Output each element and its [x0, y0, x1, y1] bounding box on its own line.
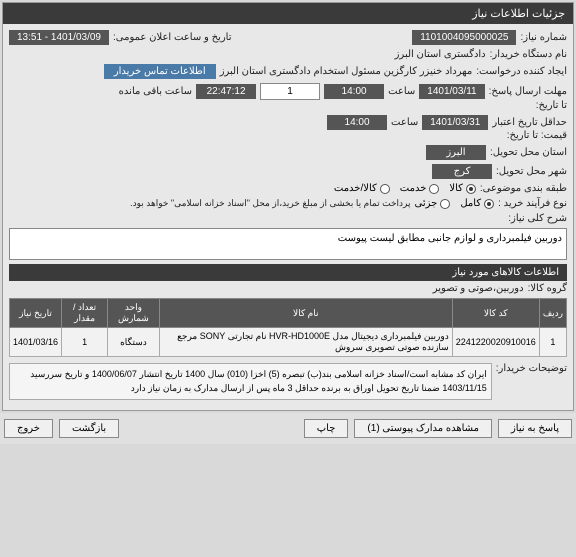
radio-service[interactable]: خدمت [400, 183, 440, 194]
price-valid-label2: قیمت: تا تاریخ: [507, 130, 567, 141]
panel-title: جزئیات اطلاعات نیاز [3, 3, 573, 24]
date-label-1: تا تاریخ: [536, 100, 567, 111]
buyer-org-label: نام دستگاه خریدار: [490, 49, 567, 60]
table-cell: دستگاه [108, 328, 160, 357]
group-val: دوربین،صوتی و تصویر [433, 283, 524, 294]
price-valid-label: حداقل تاریخ اعتبار [492, 117, 567, 128]
table-header: تاریخ نیاز [10, 299, 62, 328]
price-time: 14:00 [327, 115, 387, 130]
footer-buttons: پاسخ به نیاز مشاهده مدارک پیوستی (1) چاپ… [0, 413, 576, 444]
cat-radio-group: کالا خدمت کالا/خدمت [334, 183, 476, 194]
one-val: 1 [260, 83, 320, 100]
buyer-notes: ایران کد مشابه است/اسناد خزانه اسلامی بن… [9, 363, 492, 400]
table-cell: دوربین فیلمبرداری دیجیتال مدل HVR-HD1000… [159, 328, 452, 357]
desc-textarea[interactable] [9, 228, 567, 260]
exit-button[interactable]: خروج [4, 419, 53, 438]
table-cell: 1 [539, 328, 566, 357]
price-date: 1401/03/31 [422, 115, 488, 130]
time-label-2: ساعت [391, 117, 418, 128]
resp-date: 1401/03/11 [419, 84, 484, 99]
table-cell: 1401/03/16 [10, 328, 62, 357]
table-row[interactable]: 12241220020910016دوربین فیلمبرداری دیجیت… [10, 328, 567, 357]
creator: مهرداد خنیزر کارگزین مسئول استخدام دادگس… [220, 66, 473, 77]
table-header: نام کالا [159, 299, 452, 328]
remain-time: 22:47:12 [196, 84, 256, 99]
city: کرج [432, 164, 492, 179]
buy-type-label: نوع فرآیند خرید : [498, 198, 567, 209]
buy-type-radio-group: کامل جزئی [415, 198, 495, 209]
attach-button[interactable]: مشاهده مدارک پیوستی (1) [354, 419, 492, 438]
time-label-1: ساعت [388, 86, 415, 97]
table-header: ردیف [539, 299, 566, 328]
buy-type-note: پرداخت تمام یا بخشی از مبلغ خرید،از محل … [130, 198, 410, 209]
city-label: شهر محل تحویل: [496, 166, 567, 177]
req-num: 1101004095000025 [412, 30, 516, 45]
creator-label: ایجاد کننده درخواست: [476, 66, 567, 77]
announce-time-label: تاریخ و ساعت اعلان عمومی: [113, 32, 232, 43]
main-panel: جزئیات اطلاعات نیاز شماره نیاز: 11010040… [2, 2, 574, 411]
table-cell: 2241220020910016 [452, 328, 539, 357]
reply-button[interactable]: پاسخ به نیاز [498, 419, 572, 438]
table-header: کد کالا [452, 299, 539, 328]
radio-partial[interactable]: جزئی [415, 198, 451, 209]
items-table: ردیفکد کالانام کالاواحد شمارشتعداد / مقد… [9, 298, 567, 357]
radio-goods-service[interactable]: کالا/خدمت [334, 183, 390, 194]
cat-label: طبقه بندی موضوعی: [480, 183, 567, 194]
back-button[interactable]: بازگشت [59, 419, 119, 438]
buyer-notes-label: توضیحات خریدار: [496, 363, 567, 374]
radio-full[interactable]: کامل [460, 198, 494, 209]
radio-goods[interactable]: کالا [449, 183, 476, 194]
buyer-org: دادگستری استان البرز [395, 49, 486, 60]
table-cell: 1 [62, 328, 108, 357]
prov: البرز [426, 145, 486, 160]
announce-time: 1401/03/09 - 13:51 [9, 30, 109, 45]
table-header: تعداد / مقدار [62, 299, 108, 328]
remain-label: ساعت باقی مانده [119, 86, 192, 97]
table-header: واحد شمارش [108, 299, 160, 328]
contact-badge[interactable]: اطلاعات تماس خریدار [104, 64, 216, 79]
print-button[interactable]: چاپ [304, 419, 349, 438]
group-label: گروه کالا: [528, 283, 567, 294]
resp-deadline-label: مهلت ارسال پاسخ: [489, 86, 567, 97]
items-section-head: اطلاعات کالاهای مورد نیاز [9, 264, 567, 281]
prov-label: استان محل تحویل: [490, 147, 567, 158]
desc-label: شرح کلی نیاز: [508, 213, 567, 224]
resp-time: 14:00 [324, 84, 384, 99]
req-num-label: شماره نیاز: [520, 32, 567, 43]
